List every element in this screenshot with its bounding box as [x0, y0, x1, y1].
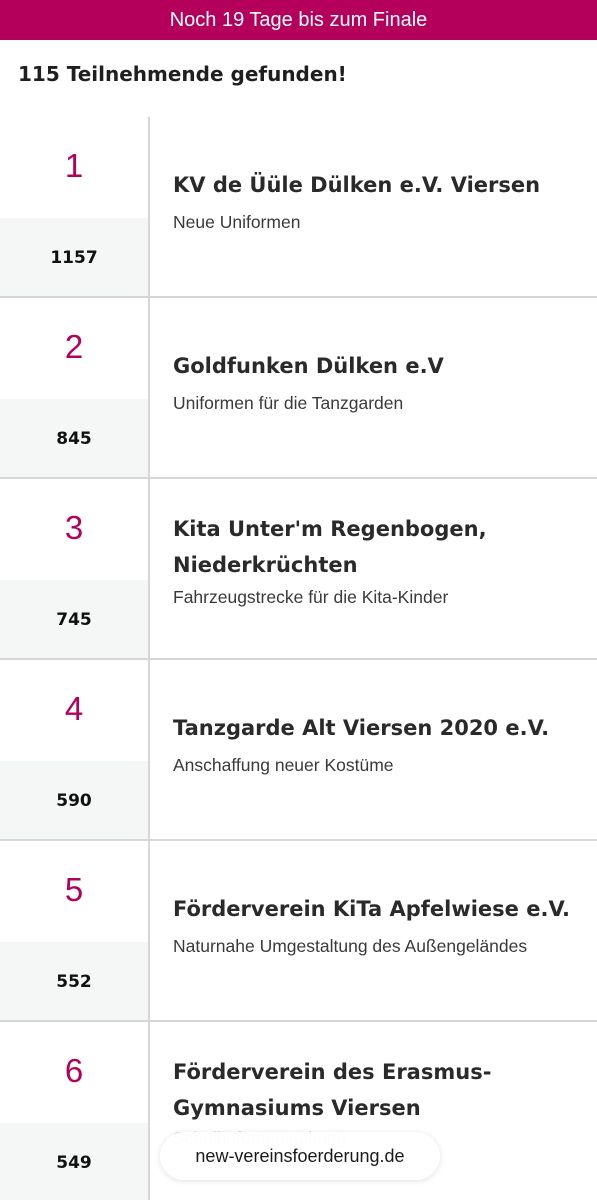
entry-details: Förderverein KiTa Apfelwiese e.V. Naturn… [150, 841, 597, 1020]
rank-column: 2 845 [0, 298, 150, 477]
vote-count: 845 [56, 429, 92, 449]
vote-count: 1157 [50, 248, 98, 268]
project-title: Fahrzeugstrecke für die Kita-Kinder [173, 587, 449, 607]
rank-number: 2 [64, 328, 84, 365]
vote-count: 745 [56, 610, 92, 630]
rank-column: 4 590 [0, 660, 150, 839]
vote-count: 552 [56, 972, 92, 992]
entry-details: Goldfunken Dülken e.V Uniformen für die … [150, 298, 597, 477]
rank-number: 6 [64, 1052, 84, 1089]
vote-count: 590 [56, 791, 92, 811]
club-name[interactable]: Goldfunken Dülken e.V [173, 354, 444, 378]
votes-box: 552 [0, 942, 148, 1020]
rank-number: 5 [64, 871, 84, 908]
entry-details: KV de Üüle Dülken e.V. Viersen Neue Unif… [150, 117, 597, 296]
project-title: Neue Uniformen [173, 212, 301, 232]
entry-details: Kita Unter'm Regenbogen, Niederkrüchten … [150, 479, 597, 658]
list-item[interactable]: 4 590 Tanzgarde Alt Viersen 2020 e.V. An… [0, 660, 597, 841]
browser-url-bar[interactable]: new-vereinsfoerderung.de [160, 1132, 440, 1180]
club-name[interactable]: Kita Unter'm Regenbogen, Niederkrüchten [173, 517, 487, 577]
list-item[interactable]: 5 552 Förderverein KiTa Apfelwiese e.V. … [0, 841, 597, 1022]
vote-count: 549 [56, 1153, 92, 1173]
countdown-banner: Noch 19 Tage bis zum Finale [0, 0, 597, 40]
result-count: 115 Teilnehmende gefunden! [18, 62, 347, 86]
club-name[interactable]: Förderverein KiTa Apfelwiese e.V. [173, 897, 570, 921]
club-name[interactable]: KV de Üüle Dülken e.V. Viersen [173, 173, 541, 197]
rank-number: 1 [64, 147, 84, 184]
ranking-list: 1 1157 KV de Üüle Dülken e.V. Viersen Ne… [0, 117, 597, 1200]
votes-box: 1157 [0, 218, 148, 296]
votes-box: 745 [0, 580, 148, 658]
club-name[interactable]: Förderverein des Erasmus-Gymnasiums Vier… [173, 1060, 492, 1120]
votes-box: 590 [0, 761, 148, 839]
project-title: Anschaffung neuer Kostüme [173, 755, 394, 775]
rank-column: 3 745 [0, 479, 150, 658]
votes-box: 549 [0, 1123, 148, 1200]
rank-column: 1 1157 [0, 117, 150, 296]
url-text: new-vereinsfoerderung.de [195, 1145, 405, 1166]
votes-box: 845 [0, 399, 148, 477]
list-item[interactable]: 3 745 Kita Unter'm Regenbogen, Niederkrü… [0, 479, 597, 660]
rank-column: 5 552 [0, 841, 150, 1020]
rank-column: 6 549 [0, 1022, 150, 1200]
entry-details: Tanzgarde Alt Viersen 2020 e.V. Anschaff… [150, 660, 597, 839]
project-title: Naturnahe Umgestaltung des Außengeländes [173, 936, 528, 956]
list-item[interactable]: 2 845 Goldfunken Dülken e.V Uniformen fü… [0, 298, 597, 479]
list-item[interactable]: 1 1157 KV de Üüle Dülken e.V. Viersen Ne… [0, 117, 597, 298]
club-name[interactable]: Tanzgarde Alt Viersen 2020 e.V. [173, 716, 550, 740]
countdown-text: Noch 19 Tage bis zum Finale [169, 8, 428, 31]
rank-number: 3 [64, 509, 84, 546]
project-title: Uniformen für die Tanzgarden [173, 393, 404, 413]
rank-number: 4 [64, 690, 84, 727]
